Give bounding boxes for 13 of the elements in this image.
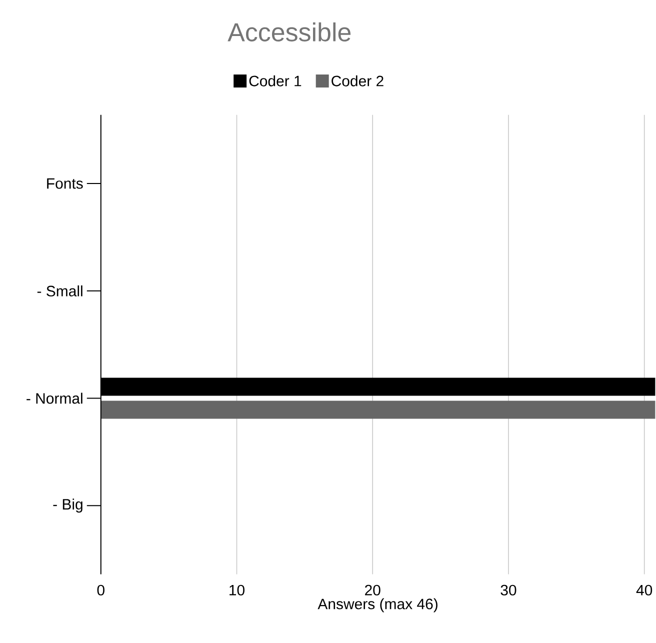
- y-tick-label: - Small: [37, 285, 82, 296]
- y-tick-label: Fonts: [47, 178, 83, 189]
- legend-label: Coder 2: [332, 75, 384, 86]
- x-tick-label: 40: [636, 584, 652, 596]
- x-tick-label: 20: [365, 584, 380, 596]
- y-tick-label: - Big: [53, 498, 82, 512]
- x-tick-label: 10: [230, 584, 244, 596]
- x-tick-label: 30: [500, 584, 516, 596]
- legend-label: Coder 1: [249, 75, 302, 86]
- x-tick-label: 0: [97, 584, 104, 596]
- chart-title: Accessible: [228, 22, 351, 42]
- x-axis-title: Answers (max 46): [318, 598, 438, 612]
- y-tick-label: - Normal: [26, 392, 82, 404]
